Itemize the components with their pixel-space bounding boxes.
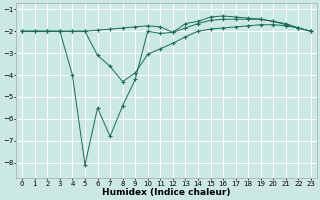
X-axis label: Humidex (Indice chaleur): Humidex (Indice chaleur) [102,188,231,197]
